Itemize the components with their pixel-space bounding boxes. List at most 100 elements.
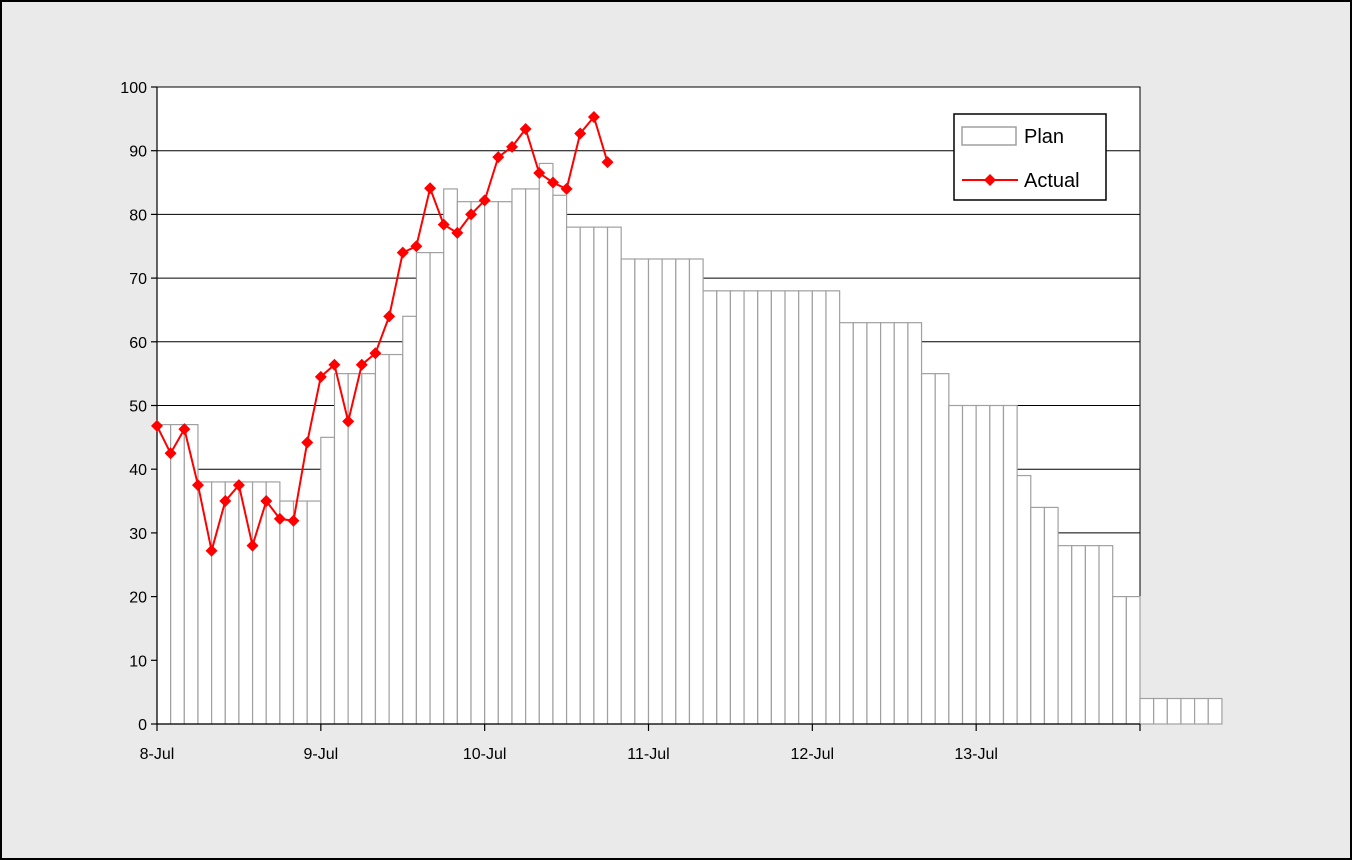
actual-point [287, 514, 300, 527]
plan-bar [743, 290, 759, 725]
actual-point [587, 110, 600, 123]
actual-point [191, 479, 204, 492]
legend-plan-label: Plan [1024, 126, 1064, 148]
plan-bars [156, 162, 1223, 725]
plan-bar [1139, 697, 1155, 725]
plan-bar [456, 201, 472, 725]
actual-point [232, 479, 245, 492]
actual-point [574, 127, 587, 140]
plan-bar [634, 258, 650, 725]
plan-bar [1016, 474, 1032, 725]
plan-bar [306, 500, 322, 725]
legend-actual-label: Actual [1024, 170, 1080, 192]
plan-bar [183, 424, 199, 725]
plan-bar [1071, 545, 1086, 725]
plan-bar [497, 201, 513, 725]
actual-point [328, 358, 341, 371]
actual-point [478, 194, 491, 207]
plan-bar [975, 404, 991, 725]
plan-bar [552, 194, 568, 725]
actual-point [178, 423, 191, 436]
plan-bar [525, 188, 540, 725]
plan-bar [1207, 697, 1223, 725]
plan-bar [770, 290, 786, 725]
actual-point [465, 208, 478, 221]
plan-bar [593, 226, 609, 725]
plan-bar [333, 373, 349, 725]
plan-bar [675, 258, 691, 725]
actual-point [164, 447, 177, 460]
plan-bar [1057, 545, 1073, 725]
plan-bar [1043, 506, 1059, 725]
y-tick-label: 50 [129, 399, 147, 416]
legend: Plan Actual [953, 113, 1107, 201]
actual-series-line [156, 114, 609, 551]
y-tick-label: 100 [120, 80, 147, 97]
y-tick-label: 70 [129, 271, 147, 288]
plan-bar [620, 258, 636, 725]
plan-bar [716, 290, 732, 725]
x-tick-label: 12-Jul [791, 746, 835, 763]
x-tick-label: 11-Jul [627, 746, 669, 763]
plan-bar [661, 258, 677, 725]
plan-bar [251, 481, 267, 725]
actual-line [151, 110, 614, 557]
actual-point [355, 358, 368, 371]
actual-point [533, 166, 546, 179]
plan-bar [839, 322, 854, 725]
legend-actual-marker [984, 174, 996, 186]
actual-point [560, 182, 573, 195]
plan-bar [893, 322, 909, 725]
actual-point [342, 415, 355, 428]
actual-point [601, 156, 614, 169]
y-tick-label: 90 [129, 144, 147, 161]
plan-bar [1002, 404, 1018, 725]
plan-bar [948, 404, 964, 725]
plan-bar [565, 226, 581, 725]
y-tick-label: 80 [129, 207, 147, 224]
actual-point [273, 512, 286, 525]
plan-bar [429, 252, 445, 725]
actual-point [437, 218, 450, 231]
plan-bar [579, 226, 595, 725]
actual-point [396, 246, 409, 259]
plan-bar [211, 481, 226, 725]
plan-bar [374, 353, 390, 725]
x-tick-label: 9-Jul [303, 746, 338, 763]
plan-bar [961, 404, 977, 725]
actual-point [246, 539, 259, 552]
plan-bar [757, 290, 772, 725]
actual-point [492, 151, 505, 164]
actual-point [314, 370, 327, 383]
plan-bar [934, 373, 950, 725]
axes: 0 10 20 30 40 50 60 70 80 90 100 8-Jul 9-Jul 10-Jul 11… [120, 80, 1141, 763]
plan-bar [1153, 697, 1168, 725]
plan-bar [1125, 595, 1141, 725]
actual-point [205, 544, 218, 557]
plan-bar [484, 201, 499, 725]
plan-bar [443, 188, 458, 725]
plan-bar [811, 290, 827, 725]
plan-bar [606, 226, 622, 725]
plan-bar [920, 373, 936, 725]
actual-point [506, 140, 519, 153]
plan-bar [538, 162, 554, 725]
x-tick-label: 8-Jul [140, 746, 175, 763]
y-tick-label: 30 [129, 526, 147, 543]
plan-bar [279, 500, 295, 725]
plan-bar [825, 290, 841, 725]
plan-bar [320, 436, 336, 725]
plan-bar [1194, 697, 1209, 725]
plan-bar [1030, 506, 1046, 725]
y-tick-label: 20 [129, 590, 147, 607]
plan-bar [989, 404, 1005, 725]
actual-point [410, 240, 423, 253]
plan-bar [798, 290, 813, 725]
actual-point [151, 419, 163, 432]
x-tick-label: 10-Jul [463, 746, 507, 763]
plan-bar [866, 322, 882, 725]
plan-bar [292, 500, 308, 725]
plan-bar [1180, 697, 1196, 725]
plan-bar [470, 201, 486, 725]
